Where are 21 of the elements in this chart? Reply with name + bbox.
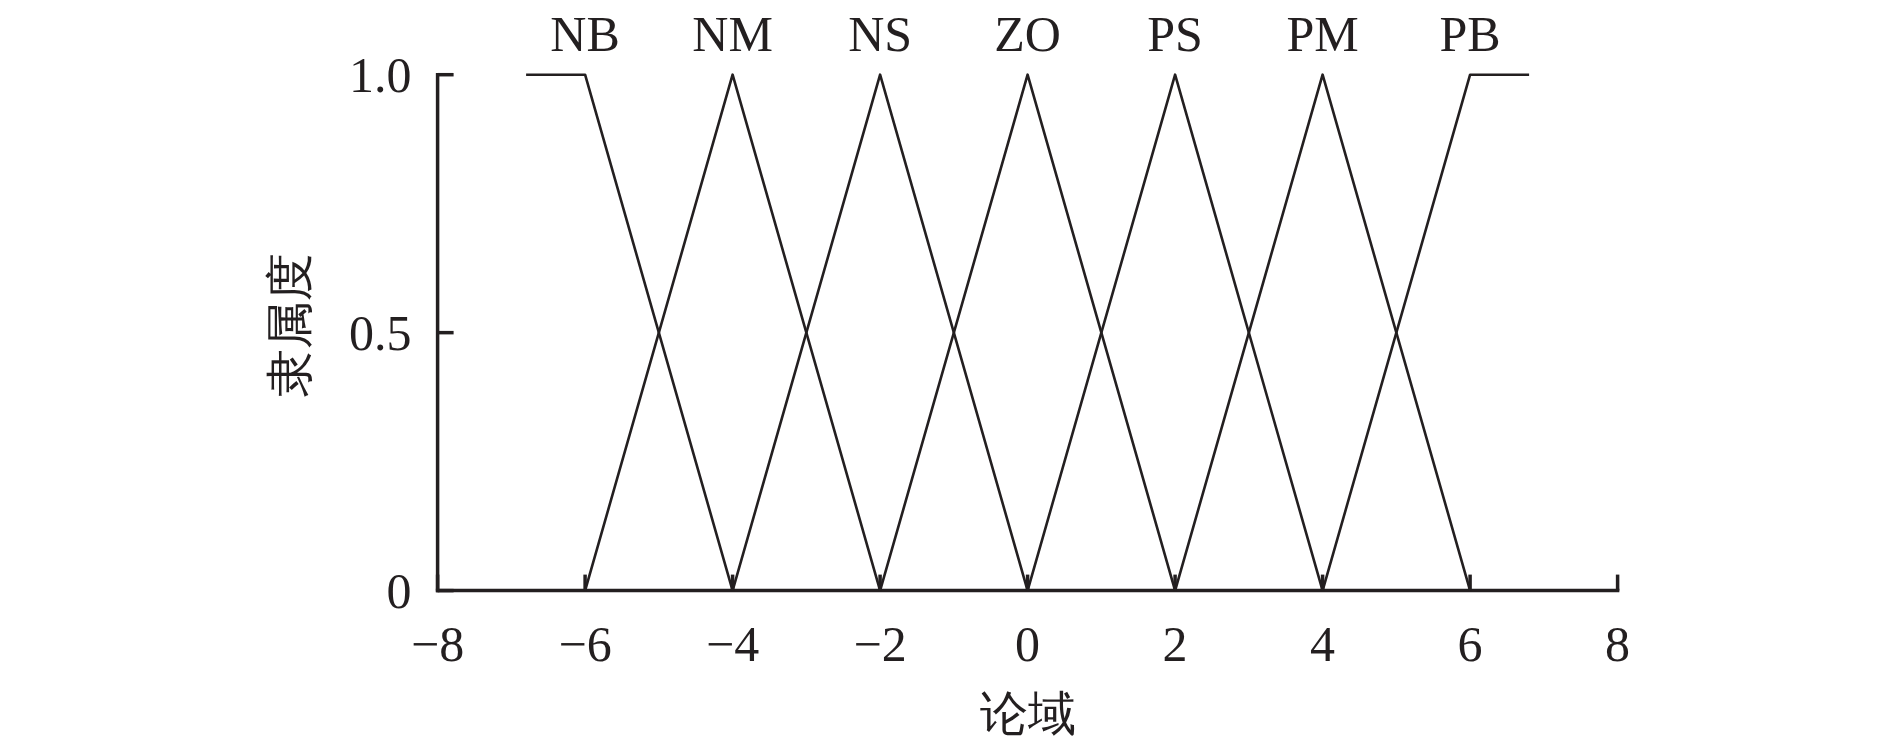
x-tick-label: −8 [411, 615, 465, 672]
x-tick-label: 6 [1457, 615, 1483, 672]
series-label: PS [1147, 5, 1203, 62]
series-label: NM [692, 5, 773, 62]
x-tick-label: 0 [1015, 615, 1041, 672]
series-label: NB [550, 5, 620, 62]
x-tick-label: −2 [853, 615, 907, 672]
y-tick-label: 1.0 [349, 46, 412, 103]
x-axis-title: 论域 [979, 687, 1076, 740]
x-tick-label: 8 [1605, 615, 1631, 672]
x-tick-label: 4 [1310, 615, 1336, 672]
series-label: PB [1439, 5, 1501, 62]
y-axis-title: 隶属度 [263, 252, 316, 397]
x-tick-label: −6 [558, 615, 612, 672]
y-tick-label: 0 [386, 562, 412, 619]
y-tick-label: 0.5 [349, 304, 412, 361]
series-label: PM [1286, 5, 1359, 62]
x-tick-label: 2 [1162, 615, 1188, 672]
x-tick-label: −4 [706, 615, 760, 672]
series-label: NS [848, 5, 913, 62]
series-label: ZO [994, 5, 1061, 62]
